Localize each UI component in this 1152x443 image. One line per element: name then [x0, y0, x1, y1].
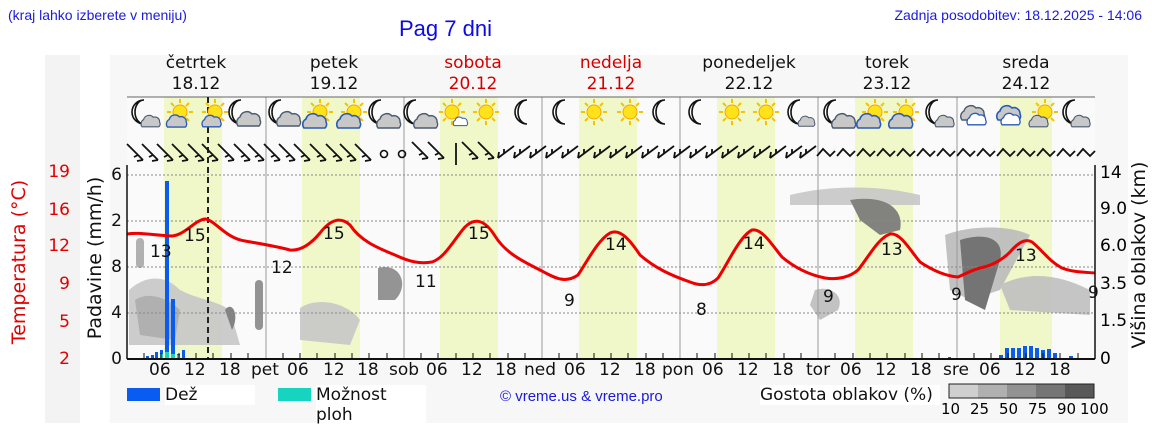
rain-swatch	[127, 388, 160, 401]
x-tick: pon	[662, 360, 694, 380]
temp-axis-strip	[45, 55, 80, 423]
x-tick: 06	[564, 360, 586, 380]
x-tick: 12	[461, 360, 483, 380]
x-tick: 06	[979, 360, 1001, 380]
temp-tick: 5	[59, 312, 70, 332]
cloud-scale-tick: 100	[1080, 400, 1109, 418]
copyright-link[interactable]: © vreme.us & vreme.pro	[500, 388, 663, 405]
x-tick: 06	[702, 360, 724, 380]
svg-text:15: 15	[468, 224, 490, 244]
svg-text:9: 9	[1088, 283, 1099, 303]
x-tick: sob	[389, 360, 420, 380]
last-update: Zadnja posodobitev: 18.12.2025 - 14:06	[894, 7, 1142, 23]
x-tick: 18	[1049, 360, 1071, 380]
day-header-fri: petek 19.12	[309, 53, 359, 94]
svg-text:13: 13	[1015, 246, 1037, 266]
temp-tick: 19	[48, 162, 70, 182]
svg-text:13: 13	[881, 240, 903, 260]
precip-tick: 8	[111, 257, 122, 277]
x-tick: 12	[875, 360, 897, 380]
cloud-tick: 1.5	[1100, 311, 1128, 331]
x-tick: 18	[772, 360, 794, 380]
temperature-line	[126, 217, 1096, 287]
x-tick: 18	[495, 360, 517, 380]
temp-tick: 9	[59, 274, 70, 294]
cloud-density-scale	[948, 383, 1095, 399]
cloud-scale-tick: 50	[999, 400, 1019, 418]
precip-tick: 0	[111, 349, 122, 369]
rain-bars	[146, 181, 1073, 359]
x-ticks	[143, 353, 1079, 359]
legend-cloud-density-label: Gostota oblakov (%)	[760, 385, 940, 405]
x-tick: tor	[806, 360, 831, 380]
x-tick: 06	[287, 360, 309, 380]
cloud-tick: 0	[1100, 349, 1111, 369]
x-tick: 18	[910, 360, 932, 380]
x-tick: 12	[1014, 360, 1036, 380]
x-tick: ned	[524, 360, 557, 380]
svg-text:14: 14	[743, 234, 765, 254]
temperature-labels: 13 15 12 15 11 15 9 14 8 14 9 13 9 13 9	[150, 224, 1099, 320]
day-header-sun: nedelja 21.12	[579, 53, 643, 94]
x-tick: 12	[737, 360, 759, 380]
svg-text:9: 9	[823, 287, 834, 307]
cloud-tick: 6.0	[1100, 236, 1128, 256]
precip-axis-strip	[80, 55, 110, 423]
location-hint-link[interactable]: (kraj lahko izberete v meniju)	[8, 7, 187, 23]
x-tick: 18	[634, 360, 656, 380]
day-header-thu: četrtek 18.12	[165, 53, 227, 94]
day-separators	[265, 97, 958, 359]
svg-text:15: 15	[184, 226, 206, 246]
x-tick: 06	[840, 360, 862, 380]
cloud-tick: 9.0	[1100, 199, 1128, 219]
x-tick: 06	[149, 360, 171, 380]
cloud-tick: 3.5	[1100, 274, 1128, 294]
cloud-scale-tick: 90	[1057, 400, 1077, 418]
cloud-tick: 14	[1100, 163, 1122, 183]
svg-text:12: 12	[271, 258, 293, 278]
cloud-scale-tick: 10	[941, 400, 961, 418]
svg-text:9: 9	[564, 291, 575, 311]
x-tick: 18	[219, 360, 241, 380]
day-header-wed: sreda 24.12	[1001, 53, 1051, 94]
legend-rain-label: Dež	[165, 385, 255, 405]
x-tick: 12	[323, 360, 345, 380]
x-tick: 06	[426, 360, 448, 380]
gridlines	[127, 174, 1095, 314]
precip-tick: 4	[111, 303, 122, 323]
x-tick: 12	[184, 360, 206, 380]
svg-text:9: 9	[951, 285, 962, 305]
x-tick: 18	[357, 360, 379, 380]
x-tick: pet	[251, 360, 279, 380]
temp-tick: 2	[59, 349, 70, 369]
showers-swatch	[278, 388, 311, 401]
temp-axis-label: Temperatura (°C)	[8, 179, 30, 345]
svg-text:11: 11	[415, 272, 437, 292]
svg-text:14: 14	[605, 235, 627, 255]
page-title: Pag 7 dni	[399, 16, 492, 41]
precip-tick: 2	[111, 211, 122, 231]
day-header-sat: sobota 20.12	[444, 53, 502, 94]
cloud-scale-tick: 25	[970, 400, 990, 418]
temp-tick: 12	[48, 236, 70, 256]
cloud-scale-tick: 75	[1028, 400, 1048, 418]
x-tick: 12	[599, 360, 621, 380]
wind-barbs	[126, 141, 1096, 165]
day-header-tue: torek 23.12	[862, 53, 912, 94]
temp-tick: 16	[48, 200, 70, 220]
day-header-mon: ponedeljek 22.12	[702, 53, 796, 94]
svg-text:13: 13	[150, 242, 172, 262]
svg-text:8: 8	[696, 300, 707, 320]
legend-showers-label: Možnost ploh	[316, 385, 426, 425]
svg-text:15: 15	[323, 224, 345, 244]
precip-tick: 6	[111, 165, 122, 185]
x-tick: sre	[943, 360, 969, 380]
cloud-axis-label: Višina oblakov (km)	[1128, 161, 1150, 349]
